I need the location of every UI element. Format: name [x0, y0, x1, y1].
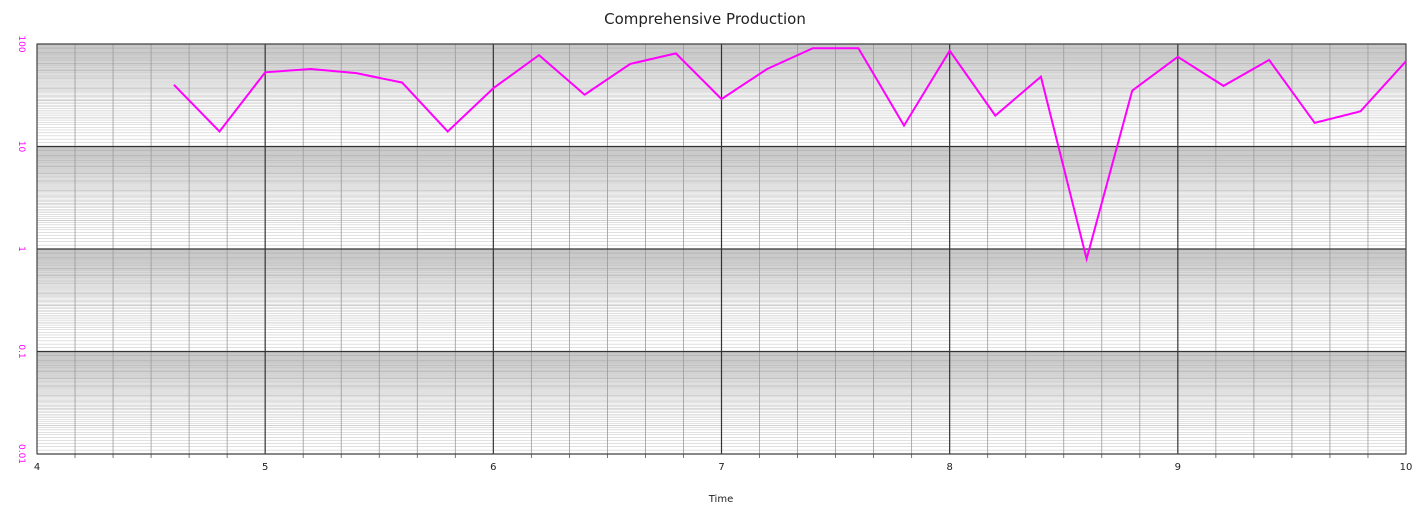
y-tick-labels: 100 10 1 0.1 0.01 [16, 35, 26, 464]
series-layer [173, 47, 1407, 263]
y-tick-label: 1 [16, 246, 26, 252]
y-tick-label: 0.01 [16, 444, 26, 464]
x-tick-label: 4 [34, 462, 40, 473]
x-tick-label: 5 [262, 462, 268, 473]
x-tick-label: 10 [1400, 462, 1413, 473]
x-tick-labels: 4 5 6 7 8 9 10 [34, 462, 1413, 473]
chart-title: Comprehensive Production [604, 10, 806, 28]
x-tick-label: 6 [490, 462, 496, 473]
x-axis-label: Time [708, 494, 733, 505]
y-tick-label: 0.1 [16, 344, 26, 358]
y-tick-label: 100 [16, 35, 26, 52]
x-tick-label: 7 [718, 462, 724, 473]
series-line [173, 47, 1407, 263]
x-tick-label: 9 [1175, 462, 1181, 473]
x-tick-label: 8 [946, 462, 952, 473]
plot-border [36, 43, 1407, 455]
y-tick-label: 10 [16, 141, 26, 153]
